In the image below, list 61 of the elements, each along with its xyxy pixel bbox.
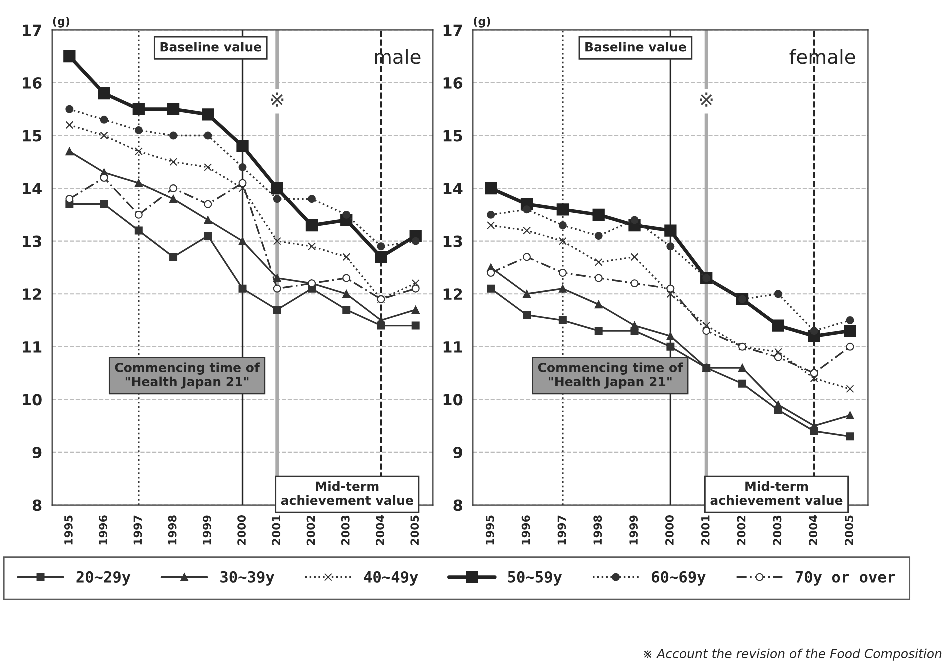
x-tick-label: 2003 [341, 516, 350, 546]
y-tick-label: 11 [23, 342, 42, 353]
y-tick-label: 10 [23, 394, 42, 406]
y-tick-label: 16 [23, 77, 42, 89]
x-tick-label: 2001 [272, 516, 281, 546]
y-axis-title: (g) [53, 16, 70, 28]
x-tick-label: 1995 [64, 516, 73, 545]
x-tick-label: 1995 [486, 516, 494, 545]
x-tick-label: 2004 [376, 515, 384, 546]
ref-line-label: Mid-term achievement value [710, 482, 843, 506]
x-tick-label: 1998 [594, 516, 602, 545]
y-tick-label: 8 [32, 500, 42, 512]
y-tick-label: 13 [23, 236, 42, 248]
x-tick-label: 1997 [134, 516, 142, 545]
y-tick-label: 10 [444, 394, 463, 406]
x-tick-label: 1997 [558, 516, 566, 545]
legend-label: 40~49y [364, 571, 418, 586]
text: ※ Account the revision of the Food Composition [644, 648, 942, 661]
x-tick-label: 1999 [202, 516, 212, 545]
y-tick-label: 9 [454, 446, 462, 458]
y-axis-title: (g) [474, 16, 490, 28]
y-tick-label: 12 [444, 288, 462, 300]
y-tick-label: 13 [444, 236, 462, 248]
y-tick-label: 12 [23, 288, 42, 300]
x-tick-label: 2000 [238, 516, 246, 546]
y-tick-label: 15 [23, 130, 42, 142]
x-tick-label: 2004 [809, 515, 818, 546]
ref-line-label: Commencing time of "Health Japan 21" [115, 362, 260, 389]
x-tick-label: 2005 [410, 516, 420, 546]
ref-line-label: ※ [700, 92, 713, 107]
y-tick-label: 8 [454, 500, 462, 512]
legend-label: 50~59y [508, 571, 562, 586]
y-tick-label: 16 [444, 77, 463, 89]
y-tick-label: 11 [444, 342, 462, 353]
x-tick-label: 2003 [773, 516, 782, 546]
x-tick-label: 1996 [99, 516, 108, 545]
y-tick-label: 14 [444, 183, 463, 194]
ref-line-label: Mid-term achievement value [281, 482, 414, 506]
ref-line-label: ※ [271, 92, 284, 107]
ref-line-label: Baseline value [586, 42, 686, 52]
x-tick-label: 1998 [168, 516, 177, 545]
y-tick-label: 9 [32, 446, 42, 458]
legend-label: 20~29y [76, 571, 131, 586]
x-tick-label: 2005 [845, 516, 854, 546]
y-tick-label: 17 [23, 24, 42, 36]
x-tick-label: 1999 [630, 516, 638, 545]
x-tick-label: 2002 [306, 516, 316, 546]
y-tick-label: 17 [444, 24, 462, 36]
legend-label: 70y or over [796, 571, 896, 586]
x-tick-label: 2002 [737, 516, 746, 546]
x-tick-label: 2000 [666, 516, 674, 546]
x-tick-label: 1996 [522, 516, 530, 545]
ref-line-label: Commencing time of "Health Japan 21" [538, 362, 684, 389]
ref-line-label: Baseline value [160, 42, 262, 52]
y-tick-label: 14 [23, 183, 42, 194]
text: male [375, 49, 421, 64]
x-tick-label: 2001 [701, 516, 710, 546]
text: female [790, 49, 856, 64]
y-tick-label: 15 [444, 130, 462, 142]
legend-label: 30~39y [220, 571, 274, 586]
legend-label: 60~69y [652, 571, 706, 586]
